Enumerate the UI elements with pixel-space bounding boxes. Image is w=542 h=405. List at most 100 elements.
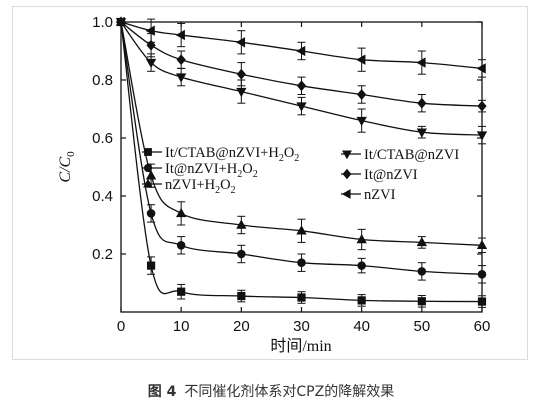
legend-label-main: It@nZVI (364, 167, 418, 183)
series-line (120, 21, 483, 246)
caption-figure-number: 图 4 (147, 384, 177, 400)
data-point (295, 45, 306, 57)
x-tick-label: 0 (117, 318, 125, 335)
legend-label: nZVI (364, 187, 396, 203)
y-axis-title: C/C0 (57, 151, 77, 183)
legend-label-main: nZVI (364, 187, 396, 203)
data-point (476, 63, 486, 74)
data-point (145, 170, 157, 180)
data-series (115, 16, 488, 308)
figure-caption: 图 4 不同催化剂体系对CPZ的降解效果 (0, 381, 542, 401)
data-point (296, 80, 307, 92)
series-2 (116, 17, 487, 284)
data-point (417, 267, 427, 276)
series-line (120, 21, 483, 136)
legend-label: It@nZVI (364, 167, 418, 183)
data-point (477, 297, 487, 306)
legend-marker (144, 148, 152, 156)
legend-marker (342, 168, 352, 180)
data-point (356, 116, 367, 127)
legend-entry: It/CTAB@nZVI (341, 147, 459, 163)
data-point (297, 293, 306, 302)
data-point (476, 239, 488, 250)
axis-ticks (120, 21, 483, 312)
data-point (146, 39, 156, 51)
series-6 (115, 16, 486, 78)
legend-label-main: It/CTAB@nZVI (364, 147, 459, 163)
data-point (237, 249, 246, 259)
data-point (357, 261, 366, 270)
legend-label-subscript: 2 (253, 169, 258, 180)
data-point (417, 97, 427, 109)
data-point (176, 54, 186, 66)
data-point (296, 102, 307, 112)
data-point (297, 258, 306, 267)
legend-marker (341, 189, 351, 199)
axis-tick-labels: 0 10 20 30 40 50 60 0.2 0.4 0.6 0.8 1.0 (92, 14, 490, 335)
y-axis-title-main: C/C (57, 157, 74, 183)
legend-entry: It/CTAB@nZVI+H2O2 (142, 145, 299, 164)
x-tick-label: 60 (474, 318, 491, 335)
data-point (176, 241, 186, 250)
x-axis-title: 时间/min (270, 337, 331, 355)
data-point (236, 68, 246, 80)
series-5 (116, 16, 487, 113)
legend-entry: nZVI (341, 187, 396, 203)
legend-entry: It@nZVI (341, 167, 418, 183)
data-point (416, 236, 428, 247)
data-point (357, 296, 366, 305)
data-point (236, 87, 247, 98)
data-point (145, 25, 155, 36)
x-tick-label: 50 (413, 318, 430, 335)
y-tick-label: 0.6 (92, 130, 113, 147)
legend-label-subscript: 2 (237, 169, 242, 180)
data-point (177, 287, 186, 296)
data-point (357, 89, 367, 100)
legend-label-subscript: 2 (294, 153, 299, 164)
y-tick-label: 0.8 (92, 72, 113, 89)
data-point (235, 37, 246, 48)
legend-label-subscript: 2 (231, 185, 236, 196)
data-point (146, 209, 156, 218)
legend-marker (342, 150, 352, 160)
legend-marker (143, 178, 153, 188)
data-point (416, 128, 428, 138)
data-point (145, 58, 157, 69)
legend-label: nZVI+H2O2 (165, 177, 236, 196)
legend-label-subscript: 2 (279, 153, 284, 164)
data-point (356, 233, 367, 244)
data-point (175, 29, 185, 41)
data-point (416, 57, 426, 68)
legend-entry: It@nZVI+H2O2 (142, 161, 258, 180)
data-point (476, 131, 488, 141)
data-point (296, 225, 307, 235)
legend-label: It@nZVI+H2O2 (165, 161, 258, 180)
y-tick-label: 0.4 (92, 188, 113, 205)
legend-label-subscript: 2 (215, 185, 220, 196)
legend-entry: nZVI+H2O2 (142, 177, 236, 196)
x-tick-label: 30 (293, 318, 310, 335)
legend-label-main: It/CTAB@nZVI+H (165, 145, 279, 161)
data-point (175, 207, 187, 218)
data-point (115, 16, 125, 28)
data-point (356, 54, 366, 65)
legend-label-main: O (242, 161, 252, 177)
series-3 (115, 16, 488, 254)
x-tick-label: 10 (173, 318, 190, 335)
data-point (417, 297, 426, 306)
legend-label: It/CTAB@nZVI (364, 147, 459, 163)
data-point (237, 291, 246, 301)
y-axis-title-sub: 0 (65, 151, 77, 157)
data-point (477, 270, 487, 279)
legend-label-main: nZVI+H (165, 177, 216, 193)
y-tick-label: 1.0 (92, 14, 113, 31)
x-tick-label: 20 (233, 318, 250, 335)
data-point (236, 219, 247, 229)
legend-label-main: O (284, 145, 294, 161)
data-point (175, 73, 187, 83)
x-tick-label: 40 (353, 318, 370, 335)
legend-label-main: It@nZVI+H (165, 161, 238, 177)
data-point (146, 261, 156, 270)
